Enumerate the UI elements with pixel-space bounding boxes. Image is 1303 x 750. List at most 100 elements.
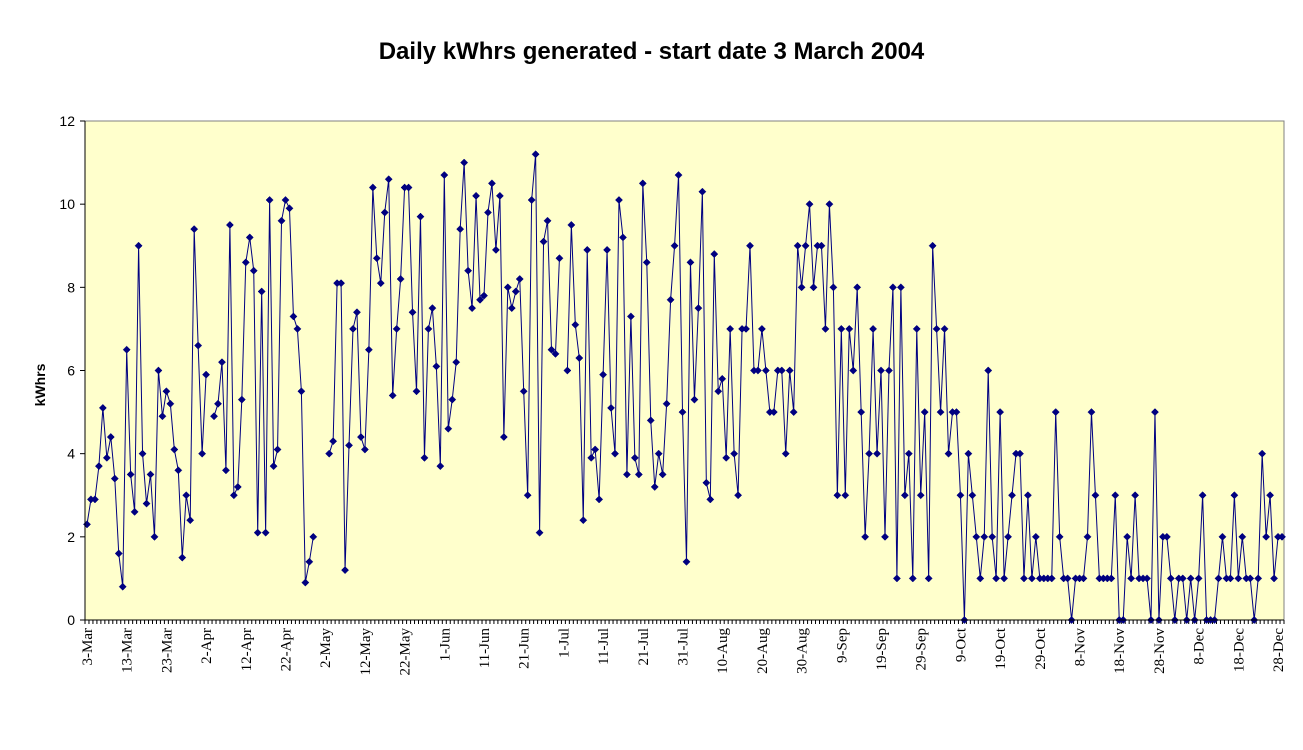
data-point <box>150 532 159 541</box>
data-point <box>1079 574 1088 583</box>
data-point <box>146 470 155 479</box>
data-point <box>797 283 806 292</box>
data-point <box>110 474 119 483</box>
y-axis: 0 2 4 6 8 10 12 <box>59 113 85 628</box>
data-point <box>309 532 318 541</box>
x-tick-label: 19-Oct <box>993 627 1009 669</box>
data-point <box>392 324 401 333</box>
data-point <box>1214 574 1223 583</box>
data-point <box>1151 408 1159 417</box>
data-point <box>396 275 405 283</box>
y-tick-label: 8 <box>67 279 75 295</box>
data-point <box>940 324 949 333</box>
y-tick-label: 6 <box>67 363 75 379</box>
data-point <box>809 283 818 292</box>
x-tick-label: 19-Sep <box>874 628 890 671</box>
data-point <box>368 183 377 192</box>
data-point <box>221 466 230 475</box>
plot-area <box>84 120 1285 621</box>
data-point <box>654 449 663 458</box>
data-point <box>456 225 465 234</box>
x-tick-label: 18-Dec <box>1231 628 1247 672</box>
data-point <box>416 212 425 221</box>
data-point <box>964 449 973 458</box>
data-point <box>273 445 282 454</box>
data-point <box>916 491 925 500</box>
data-point <box>404 183 413 192</box>
x-tick-label: 12-Apr <box>239 628 255 671</box>
data-point <box>1055 532 1064 541</box>
data-point <box>761 366 770 375</box>
data-point <box>178 553 187 562</box>
x-tick-label: 1-Jun <box>437 628 453 662</box>
x-tick-label: 12-May <box>358 628 374 676</box>
x-tick-label: 9-Sep <box>834 628 850 663</box>
data-point <box>245 233 254 242</box>
data-point <box>936 408 945 417</box>
data-point <box>162 387 171 396</box>
data-point <box>674 171 683 180</box>
data-point <box>1023 491 1032 500</box>
data-point <box>1000 574 1009 583</box>
data-point <box>233 482 242 491</box>
x-axis: 3-Mar 13-Mar 23-Mar 2-Apr 12-Apr 22-Apr 2-May 1… <box>80 620 1287 676</box>
x-tick-label: 28-Dec <box>1271 628 1287 672</box>
data-point <box>214 399 222 408</box>
data-point <box>785 366 794 375</box>
data-point <box>849 366 858 375</box>
data-point <box>1107 574 1116 583</box>
data-point <box>555 254 564 263</box>
data-point <box>928 241 937 250</box>
x-tick-label: 11-Jul <box>596 628 612 665</box>
data-point <box>1127 574 1136 583</box>
data-point <box>507 304 516 313</box>
data-point <box>329 437 338 446</box>
data-point <box>801 241 810 250</box>
data-point <box>1051 408 1060 417</box>
x-tick-label: 29-Sep <box>914 628 930 671</box>
data-point <box>976 574 985 583</box>
data-point <box>511 287 520 296</box>
x-tick-label: 31-Jul <box>676 628 692 666</box>
y-tick-label: 0 <box>67 612 75 628</box>
data-point <box>432 362 441 371</box>
data-point <box>301 578 310 587</box>
data-point <box>615 196 623 204</box>
data-point <box>499 433 508 441</box>
data-point <box>102 453 111 462</box>
x-tick-label: 2-Apr <box>199 628 215 664</box>
data-point <box>821 324 830 333</box>
data-point <box>583 245 592 254</box>
data-point <box>1031 532 1040 541</box>
data-point <box>1230 491 1239 500</box>
data-point <box>920 408 929 417</box>
data-point <box>968 491 977 500</box>
data-point <box>194 341 203 350</box>
data-point <box>535 528 544 537</box>
data-point <box>1131 491 1140 500</box>
data-point <box>1198 491 1207 500</box>
data-point <box>118 582 127 591</box>
data-point <box>634 470 643 479</box>
data-point <box>626 312 635 321</box>
data-point <box>769 408 778 417</box>
data-point <box>988 532 997 541</box>
data-point <box>472 191 481 200</box>
data-point <box>182 491 191 500</box>
data-point <box>865 449 874 458</box>
data-point <box>670 241 679 250</box>
data-point <box>341 566 350 575</box>
data-point <box>543 216 552 225</box>
data-point <box>622 470 631 479</box>
data-point <box>1083 532 1092 541</box>
data-point <box>408 308 417 317</box>
data-point <box>277 216 286 225</box>
data-point <box>388 391 397 400</box>
x-tick-label: 18-Nov <box>1112 628 1128 674</box>
data-point <box>126 470 135 479</box>
x-tick-label: 9-Oct <box>953 627 969 662</box>
x-tick-label: 28-Nov <box>1152 628 1168 674</box>
data-point <box>1218 532 1227 541</box>
data-point <box>487 179 496 188</box>
data-point <box>841 491 850 500</box>
